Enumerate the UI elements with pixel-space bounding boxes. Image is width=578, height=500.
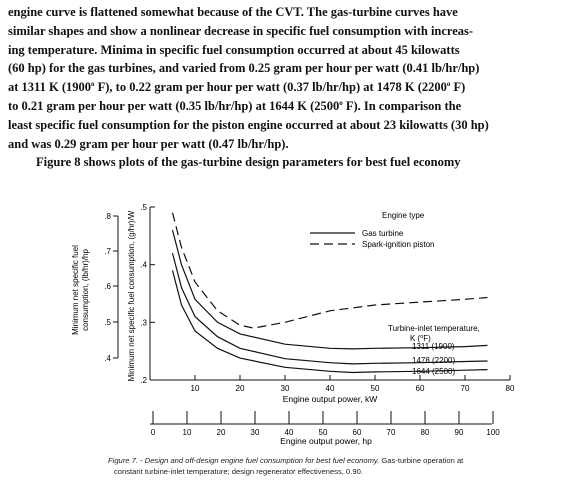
y-tick-label-g: .4 (140, 261, 147, 270)
y-tick-label-lb: .6 (104, 282, 111, 291)
x-tick-label-hp: 10 (183, 428, 192, 437)
y-tick-label-g: .3 (140, 318, 147, 327)
x-tick-label-kw: 40 (326, 384, 335, 393)
x-tick-label-hp: 50 (319, 428, 328, 437)
figure-caption: Figure 7. - Design and off-design engine… (108, 455, 558, 477)
caption-line-1: Figure 7. - Design and off-design engine… (108, 456, 464, 465)
y-tick-label-lb: .8 (104, 212, 111, 221)
temperature-label: Turbine-inlet temperature, (388, 324, 480, 333)
x-tick-label-hp: 80 (421, 428, 430, 437)
text-line: engine curve is flattened somewhat becau… (8, 5, 458, 19)
legend-label-piston: Spark-ignition piston (362, 240, 434, 249)
caption-line-2: constant turbine-inlet temperature; desi… (114, 467, 363, 476)
temperature-units: K (oF) (410, 334, 431, 343)
y-tick-label-g: .2 (140, 376, 147, 385)
x-tick-label-hp: 30 (251, 428, 260, 437)
x-tick-label-kw: 30 (281, 384, 290, 393)
curve-label: 1644 (2500) (412, 367, 455, 376)
y-tick-label-lb: .7 (104, 247, 111, 256)
x-tick-label-hp: 0 (151, 428, 156, 437)
text-line: ing temperature. Minima in specific fuel… (8, 42, 460, 57)
x-tick-label-hp: 90 (455, 428, 464, 437)
x-axis-label-hp: Engine output power, hp (280, 436, 372, 446)
x-tick-label-hp: 60 (353, 428, 362, 437)
curve-label: 1478 (2200) (412, 356, 455, 365)
y-axis-label-g: Minimum net specific fuel consumption, (… (127, 210, 136, 381)
y-axis-label-lb-2: consumption, (lb/hr)/hp (81, 249, 90, 331)
degree-sup: o (446, 80, 451, 89)
curve-label: 1311 (1900) (412, 342, 455, 351)
x-tick-label-kw: 20 (236, 384, 245, 393)
text-line: to 0.21 gram per hour per watt (0.35 lb/… (8, 98, 462, 113)
text-line: (60 hp) for the gas turbines, and varied… (8, 61, 480, 76)
y-tick-label-g: .5 (140, 203, 147, 212)
series-line-spark-ignition-piston (171, 212, 488, 329)
y-tick-label-lb: .5 (104, 318, 111, 327)
legend-title: Engine type (382, 211, 425, 220)
x-tick-label-kw: 70 (461, 384, 470, 393)
x-tick-label-hp: 40 (285, 428, 294, 437)
x-tick-label-kw: 60 (416, 384, 425, 393)
x-tick-label-hp: 70 (387, 428, 396, 437)
text-line: least specific fuel consumption for the … (8, 117, 489, 132)
x-tick-label-hp: 20 (217, 428, 226, 437)
legend-label-gas: Gas turbine (362, 229, 404, 238)
body-paragraph: engine curve is flattened somewhat becau… (8, 3, 574, 172)
series-line-1644-2500 (171, 270, 488, 374)
text-line: and was 0.29 gram per hour per watt (0.4… (8, 136, 289, 151)
y-axis-label-lb-1: Minimum net specific fuel (71, 245, 80, 335)
x-tick-label-kw: 50 (371, 384, 380, 393)
degree-sup: o (90, 80, 95, 89)
text-line: at 1311 K (1900o F), to 0.22 gram per ho… (8, 80, 466, 95)
x-tick-label-kw: 10 (191, 384, 200, 393)
series-line-1311-1900 (171, 229, 488, 350)
x-tick-label-kw: 80 (506, 384, 515, 393)
x-tick-label-hp: 100 (486, 428, 500, 437)
y-tick-label-lb: .4 (104, 354, 111, 363)
x-axis-label-kw: Engine output power, kW (283, 394, 378, 404)
text-line: Figure 8 shows plots of the gas-turbine … (36, 155, 461, 170)
text-line: similar shapes and show a nonlinear decr… (8, 23, 474, 38)
series-line-1478-2200 (171, 252, 488, 365)
degree-sup: o (339, 98, 343, 107)
